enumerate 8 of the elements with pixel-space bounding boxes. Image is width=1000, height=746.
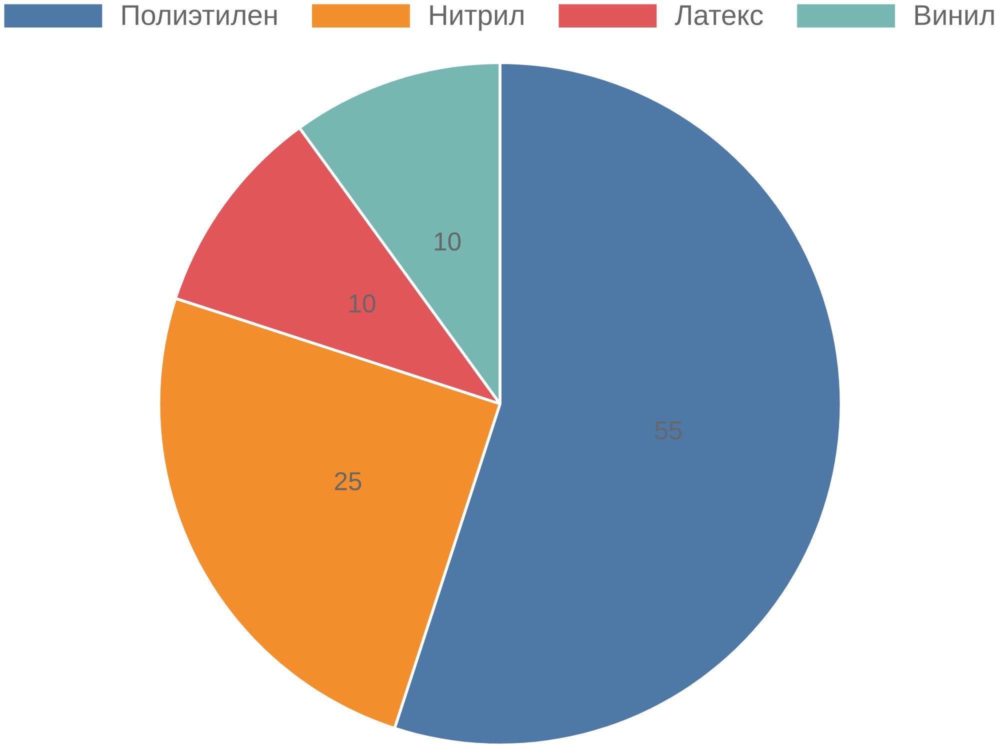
legend-label: Винил — [915, 5, 994, 25]
data-label: 10 — [350, 294, 376, 312]
legend-label: Полиэтилен — [122, 5, 277, 25]
data-label: 25 — [334, 472, 362, 490]
data-label: 10 — [434, 232, 461, 250]
legend-label: Нитрил — [430, 5, 524, 31]
data-label: 55 — [655, 421, 682, 440]
legend-label: Латекс — [674, 5, 763, 25]
